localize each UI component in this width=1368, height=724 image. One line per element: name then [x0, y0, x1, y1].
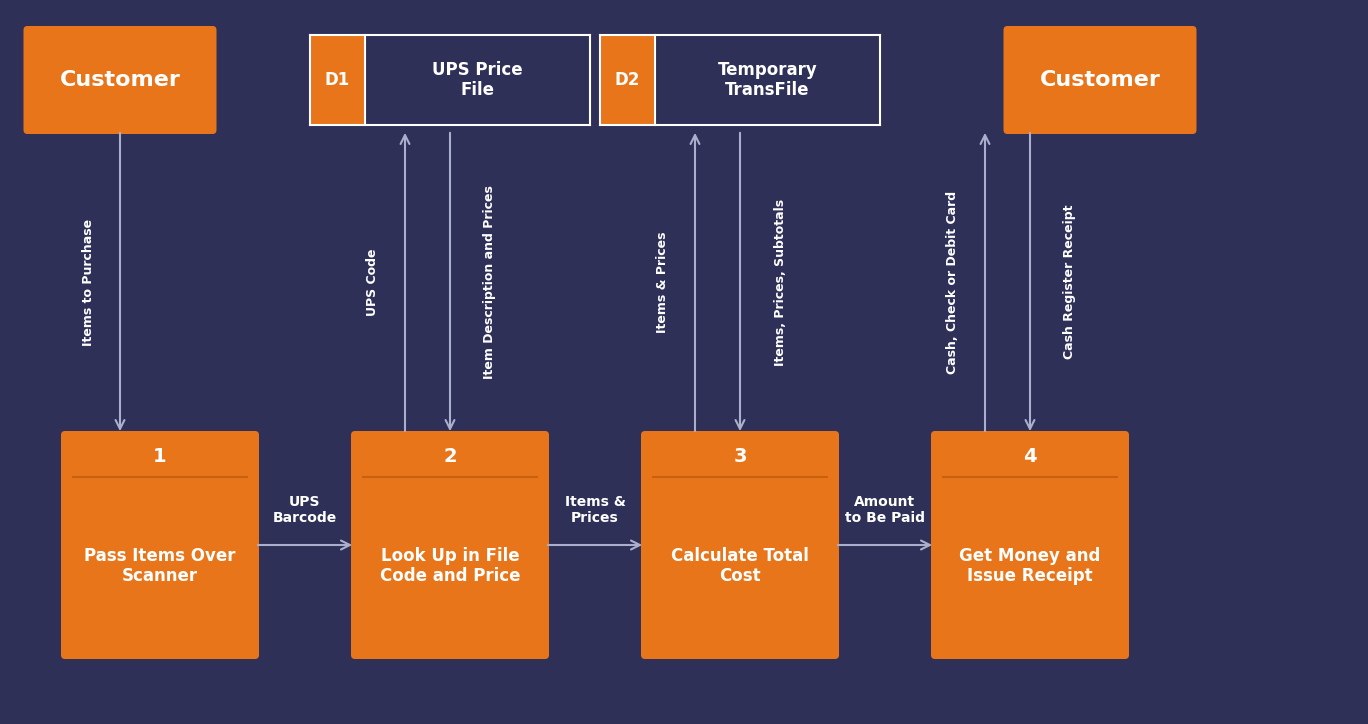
Text: Item Description and Prices: Item Description and Prices — [483, 185, 497, 379]
Text: Items &
Prices: Items & Prices — [565, 495, 625, 525]
Text: Look Up in File
Code and Price: Look Up in File Code and Price — [380, 547, 520, 586]
Text: Get Money and
Issue Receipt: Get Money and Issue Receipt — [959, 547, 1101, 586]
Text: UPS
Barcode: UPS Barcode — [272, 495, 337, 525]
Bar — [601, 35, 880, 125]
FancyBboxPatch shape — [1004, 26, 1197, 134]
Text: Customer: Customer — [1040, 70, 1160, 90]
Bar — [311, 35, 590, 125]
Text: D2: D2 — [614, 71, 640, 89]
Text: Cash, Check or Debit Card: Cash, Check or Debit Card — [947, 190, 959, 374]
Text: Amount
to Be Paid: Amount to Be Paid — [845, 495, 925, 525]
Text: UPS Code: UPS Code — [367, 248, 379, 316]
Text: 4: 4 — [1023, 447, 1037, 466]
Text: Calculate Total
Cost: Calculate Total Cost — [672, 547, 808, 586]
Bar — [311, 35, 365, 125]
Text: Items & Prices: Items & Prices — [657, 231, 669, 333]
Text: Items to Purchase: Items to Purchase — [82, 219, 94, 345]
Text: Customer: Customer — [60, 70, 181, 90]
FancyBboxPatch shape — [642, 431, 839, 659]
Text: UPS Price
File: UPS Price File — [432, 61, 523, 99]
Text: Cash Register Receipt: Cash Register Receipt — [1063, 205, 1077, 359]
Text: Items, Prices, Subtotals: Items, Prices, Subtotals — [773, 198, 787, 366]
Text: Pass Items Over
Scanner: Pass Items Over Scanner — [85, 547, 235, 586]
Text: D1: D1 — [324, 71, 350, 89]
FancyBboxPatch shape — [62, 431, 259, 659]
Text: Temporary
TransFile: Temporary TransFile — [718, 61, 817, 99]
Text: 2: 2 — [443, 447, 457, 466]
FancyBboxPatch shape — [23, 26, 216, 134]
Text: 1: 1 — [153, 447, 167, 466]
Text: 3: 3 — [733, 447, 747, 466]
FancyBboxPatch shape — [932, 431, 1129, 659]
FancyBboxPatch shape — [352, 431, 549, 659]
Bar — [601, 35, 655, 125]
